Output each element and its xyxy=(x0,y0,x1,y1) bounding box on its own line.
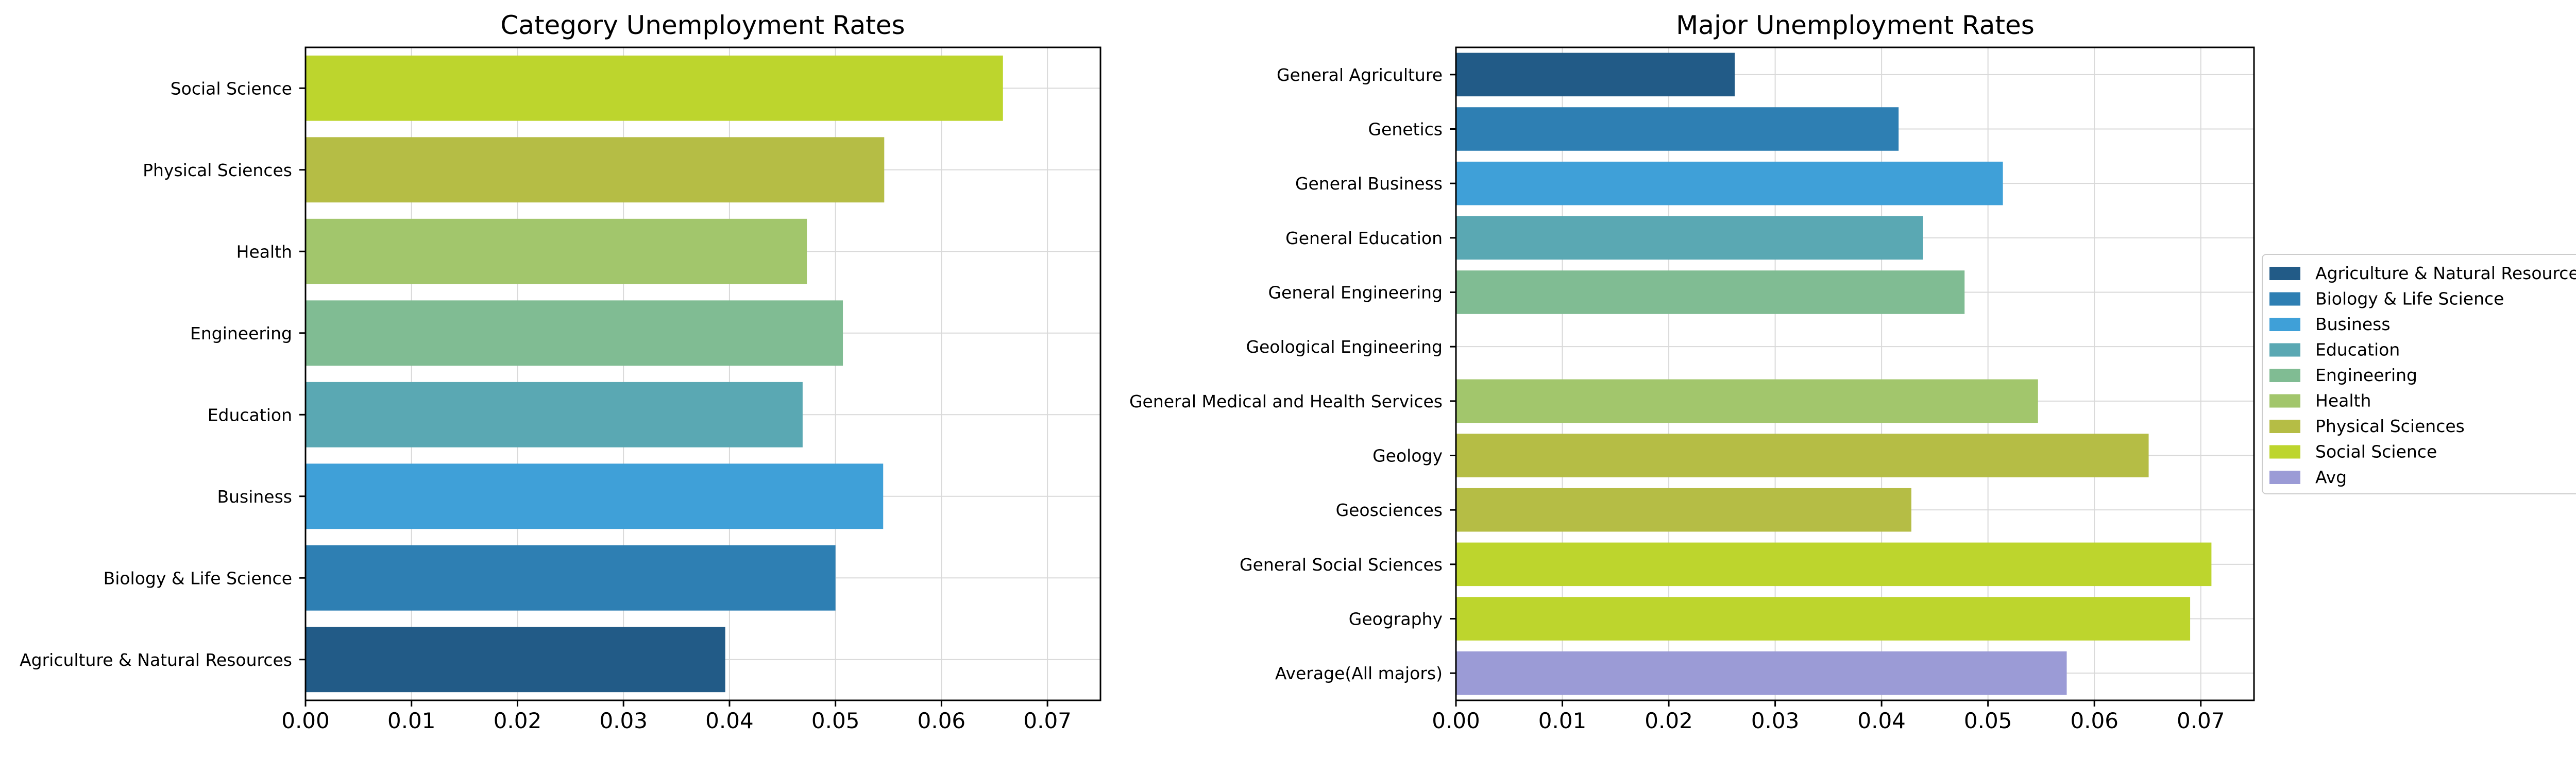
bar xyxy=(306,300,843,366)
major-chart-title: Major Unemployment Rates xyxy=(1676,10,2035,40)
legend-label: Business xyxy=(2315,314,2391,334)
major-chart-panel: Major Unemployment Rates Average(All maj… xyxy=(1129,10,2255,733)
legend-label: Engineering xyxy=(2315,365,2417,385)
y-tick-label: General Engineering xyxy=(1268,283,1443,303)
bar xyxy=(306,545,836,611)
legend-swatch xyxy=(2269,394,2300,408)
legend-swatch xyxy=(2269,445,2300,459)
y-tick-label: Business xyxy=(217,487,292,507)
x-tick-label: 0.04 xyxy=(1857,708,1906,733)
x-tick-label: 0.04 xyxy=(705,708,754,733)
legend-frame xyxy=(2262,254,2576,494)
y-tick-label: Geology xyxy=(1372,446,1443,466)
category-chart-title: Category Unemployment Rates xyxy=(500,10,905,40)
bar xyxy=(306,382,803,448)
x-tick-label: 0.03 xyxy=(1751,708,1800,733)
legend-swatch xyxy=(2269,343,2300,357)
category-chart-panel: Category Unemployment Rates Agriculture … xyxy=(20,10,1101,733)
legend-swatch xyxy=(2269,292,2300,306)
x-tick-label: 0.01 xyxy=(1538,708,1587,733)
legend-label: Health xyxy=(2315,391,2371,411)
x-tick-label: 0.02 xyxy=(494,708,542,733)
legend-swatch xyxy=(2269,267,2300,280)
y-tick-label: Biology & Life Science xyxy=(104,568,292,588)
y-tick-label: Education xyxy=(208,405,292,425)
major-chart-frame xyxy=(1455,46,2255,701)
x-tick-label: 0.03 xyxy=(599,708,648,733)
bar xyxy=(306,218,807,284)
y-tick-label: Geosciences xyxy=(1336,500,1443,520)
bar xyxy=(1456,651,2067,695)
legend-swatch xyxy=(2269,369,2300,382)
legend-swatch xyxy=(2269,471,2300,484)
x-tick-label: 0.00 xyxy=(281,708,330,733)
legend-label: Education xyxy=(2315,340,2400,360)
legend-swatch xyxy=(2269,420,2300,433)
x-tick-label: 0.07 xyxy=(2177,708,2225,733)
category-chart-x-ticks: 0.00 0.01 0.02 0.03 0.04 0.05 0.06 0.07 xyxy=(281,700,1072,733)
x-tick-label: 0.07 xyxy=(1023,708,1072,733)
bar xyxy=(1456,270,1965,314)
y-tick-label: Geography xyxy=(1349,609,1443,629)
y-tick-label: Engineering xyxy=(190,323,292,343)
x-tick-label: 0.00 xyxy=(1432,708,1480,733)
category-chart-frame xyxy=(304,46,1101,701)
y-tick-label: General Agriculture xyxy=(1277,65,1443,85)
legend-label: Physical Sciences xyxy=(2315,416,2465,436)
legend-label: Social Science xyxy=(2315,442,2437,462)
x-tick-label: 0.06 xyxy=(2070,708,2119,733)
bar xyxy=(1456,434,2149,477)
bar xyxy=(1456,542,2212,587)
legend-swatch xyxy=(2269,318,2300,331)
x-tick-label: 0.01 xyxy=(387,708,436,733)
bar xyxy=(1456,379,2038,423)
category-chart-bars xyxy=(306,55,1003,693)
bar xyxy=(306,137,885,203)
major-chart-x-ticks: 0.00 0.01 0.02 0.03 0.04 0.05 0.06 0.07 xyxy=(1432,700,2225,733)
bar xyxy=(1456,488,1911,532)
y-tick-label: General Medical and Health Services xyxy=(1129,391,1443,411)
major-chart-bars xyxy=(1456,53,2212,695)
x-tick-label: 0.06 xyxy=(918,708,966,733)
major-chart-legend: Agriculture & Natural Resources Biology &… xyxy=(2262,254,2576,494)
bar xyxy=(306,627,725,693)
y-tick-label: General Social Sciences xyxy=(1240,555,1443,575)
x-tick-label: 0.05 xyxy=(811,708,860,733)
legend-label: Agriculture & Natural Resources xyxy=(2315,263,2576,283)
y-tick-label: Agriculture & Natural Resources xyxy=(20,650,292,670)
y-tick-label: Physical Sciences xyxy=(143,160,292,180)
bar xyxy=(1456,107,1899,151)
x-tick-label: 0.02 xyxy=(1645,708,1693,733)
y-tick-label: Geological Engineering xyxy=(1246,337,1443,357)
major-chart-y-ticks: Average(All majors) Geography General Soci… xyxy=(1129,65,1456,683)
y-tick-label: Genetics xyxy=(1368,119,1443,140)
y-tick-label: General Business xyxy=(1295,174,1443,194)
y-tick-label: Average(All majors) xyxy=(1275,663,1443,683)
y-tick-label: Social Science xyxy=(171,78,292,98)
bar xyxy=(1456,53,1735,97)
legend-items: Agriculture & Natural Resources Biology &… xyxy=(2269,263,2576,487)
bar xyxy=(1456,216,1923,260)
y-tick-label: General Education xyxy=(1285,228,1443,248)
category-chart-y-ticks: Agriculture & Natural Resources Biology &… xyxy=(20,78,306,670)
bar xyxy=(306,55,1003,121)
bar xyxy=(1456,597,2191,641)
bar xyxy=(306,463,884,529)
bar xyxy=(1456,161,2003,205)
x-tick-label: 0.05 xyxy=(1964,708,2012,733)
legend-label: Biology & Life Science xyxy=(2315,289,2504,309)
y-tick-label: Health xyxy=(236,242,292,262)
legend-label: Avg xyxy=(2315,467,2347,487)
